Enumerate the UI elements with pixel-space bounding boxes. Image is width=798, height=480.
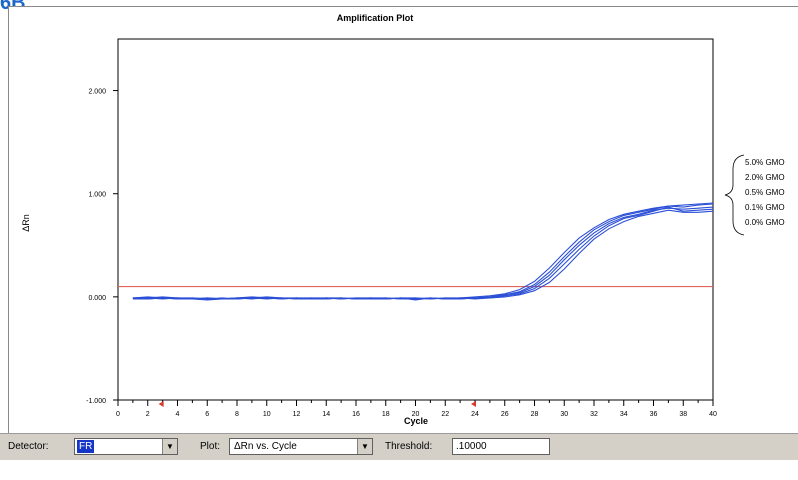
x-tick-label: 2 [146, 411, 150, 418]
detector-label: Detector: [8, 441, 49, 452]
detector-select[interactable]: FR ▼ [74, 438, 178, 455]
chart-title: Amplification Plot [337, 13, 414, 23]
x-tick-label: 28 [531, 411, 539, 418]
legend-bracket [724, 154, 745, 236]
x-tick-label: 6 [205, 411, 209, 418]
plot-type-select[interactable]: ΔRn vs. Cycle ▼ [229, 438, 373, 455]
x-axis-ticks: 0 2 4 6 8 10 12 14 16 18 20 22 24 26 28 30 32 34 36 38 40 [116, 400, 717, 418]
chevron-down-icon[interactable]: ▼ [162, 439, 177, 454]
y-axis-label: ΔRn [21, 214, 31, 232]
legend-entry: 0.5% GMO [745, 188, 785, 197]
x-tick-label: 12 [293, 411, 301, 418]
plot-controls-toolbar: Detector: FR ▼ Plot: ΔRn vs. Cycle ▼ Thr… [0, 433, 798, 460]
threshold-input[interactable]: .10000 [452, 438, 550, 455]
detector-value: FR [77, 440, 95, 453]
baseline-marker[interactable] [158, 401, 164, 407]
x-tick-label: 26 [501, 411, 509, 418]
amplification-plot-panel: Amplification Plot ΔRn Cycle 2.000 1.000 0… [8, 6, 798, 436]
series-line [132, 209, 714, 300]
baseline-marker[interactable] [471, 401, 476, 407]
plot-area [117, 38, 714, 401]
x-tick-label: 30 [560, 411, 568, 418]
legend-entry: 2.0% GMO [745, 173, 785, 182]
x-tick-label: 40 [709, 411, 717, 418]
x-tick-label: 24 [471, 411, 479, 418]
y-tick-label: 2.000 [88, 89, 106, 96]
legend: 5.0% GMO 2.0% GMO 0.5% GMO 0.1% GMO 0.0% GMO [745, 158, 785, 227]
amplification-chart: Amplification Plot ΔRn Cycle 2.000 1.000 0… [21, 13, 785, 426]
plot-type-value: ΔRn vs. Cycle [234, 441, 297, 452]
x-tick-label: 8 [235, 411, 239, 418]
legend-entry: 0.0% GMO [745, 218, 785, 227]
x-tick-label: 4 [176, 411, 180, 418]
x-tick-label: 20 [412, 411, 420, 418]
x-tick-label: 0 [116, 411, 120, 418]
baseline-markers[interactable] [158, 401, 476, 407]
chevron-down-icon[interactable]: ▼ [357, 439, 372, 454]
y-tick-label: -1.000 [86, 398, 106, 405]
y-tick-label: 0.000 [88, 295, 106, 302]
y-axis-ticks: 2.000 1.000 0.000 -1.000 [86, 89, 118, 405]
series-group [132, 202, 714, 301]
x-tick-label: 36 [650, 411, 658, 418]
x-tick-label: 10 [263, 411, 271, 418]
x-tick-label: 18 [382, 411, 390, 418]
legend-entry: 5.0% GMO [745, 158, 785, 167]
y-tick-label: 1.000 [88, 192, 106, 199]
x-tick-label: 34 [620, 411, 628, 418]
x-tick-label: 32 [590, 411, 598, 418]
x-axis-label: Cycle [404, 416, 428, 426]
x-tick-label: 22 [441, 411, 449, 418]
plot-label: Plot: [200, 441, 221, 452]
x-tick-label: 14 [322, 411, 330, 418]
threshold-label: Threshold: [385, 441, 433, 452]
legend-entry: 0.1% GMO [745, 203, 785, 212]
x-tick-label: 16 [352, 411, 360, 418]
x-tick-label: 38 [679, 411, 687, 418]
